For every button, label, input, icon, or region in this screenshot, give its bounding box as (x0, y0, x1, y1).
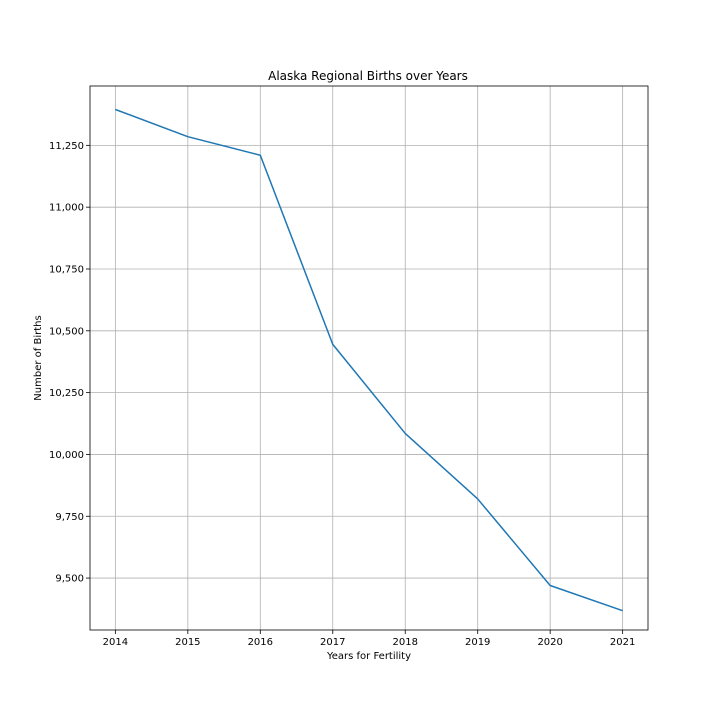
y-tick-label: 9,750 (55, 512, 84, 523)
grid-layer (90, 86, 648, 630)
y-tick-label: 10,750 (49, 264, 84, 275)
y-tick-label: 10,250 (49, 388, 84, 399)
x-axis-label: Years for Fertility (326, 651, 411, 662)
x-tick-label: 2020 (537, 637, 562, 648)
x-tick-label: 2015 (175, 637, 200, 648)
plot-frame (89, 85, 649, 631)
x-axis: 2014 2015 2016 2017 2018 2019 2020 2021 (103, 630, 635, 648)
x-tick-label: 2017 (320, 637, 345, 648)
x-tick-label: 2019 (465, 637, 490, 648)
x-tick-label: 2014 (103, 637, 128, 648)
chart-title: Alaska Regional Births over Years (268, 69, 468, 83)
series-line (115, 108, 623, 612)
y-tick-label: 9,500 (55, 574, 84, 585)
y-axis: 9,500 9,750 10,000 10,250 10,500 10,750 11,000… (49, 141, 90, 585)
x-tick-label: 2018 (393, 637, 418, 648)
y-tick-label: 11,000 (49, 203, 84, 214)
series-layer (115, 108, 623, 612)
y-tick-label: 11,250 (49, 141, 84, 152)
x-tick-label: 2016 (248, 637, 273, 648)
y-axis-label: Number of Births (33, 315, 44, 400)
x-tick-label: 2021 (610, 637, 635, 648)
y-tick-label: 10,000 (49, 450, 84, 461)
y-tick-label: 10,500 (49, 326, 84, 337)
